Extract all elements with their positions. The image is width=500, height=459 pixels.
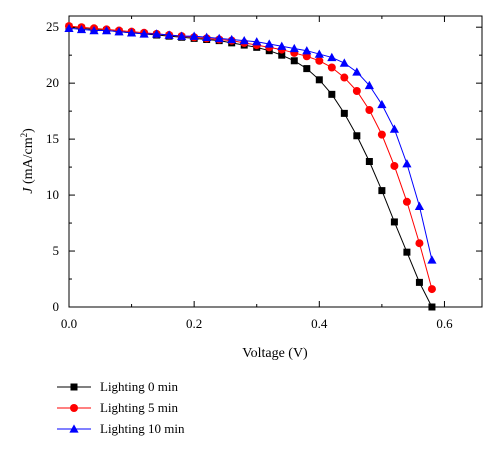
data-point [214, 33, 224, 43]
data-point [126, 28, 137, 37]
axis-ticks [68, 16, 482, 308]
data-point [239, 36, 249, 45]
series-0 [65, 23, 436, 311]
y-axis-title: J (mA/cm2) [19, 128, 36, 194]
legend-label: Lighting 5 min [100, 400, 179, 415]
data-point [89, 25, 99, 35]
data-point [303, 65, 311, 73]
axis-tick-labels: 0.0 0.2 0.4 0.6 0 5 10 15 20 25 [46, 19, 453, 331]
legend-marker [69, 424, 79, 433]
data-point [189, 31, 199, 40]
data-point [352, 67, 362, 76]
data-point [402, 197, 411, 206]
data-point [177, 31, 187, 40]
legend: Lighting 0 min Lighting 5 min Lighting 10 … [57, 379, 185, 436]
data-point [314, 49, 324, 58]
y-tick-label: 10 [46, 187, 59, 202]
data-point [389, 124, 399, 133]
data-point [139, 29, 149, 38]
data-point [76, 24, 87, 34]
x-axis-title: Voltage (V) [242, 346, 308, 361]
legend-label: Lighting 10 min [100, 421, 185, 436]
data-point [327, 52, 337, 62]
series-layer [64, 22, 437, 311]
series-line [68, 26, 433, 308]
data-point [327, 63, 336, 72]
y-tick-label: 15 [46, 131, 59, 146]
x-tick-label: 0.2 [186, 316, 202, 331]
data-point [290, 57, 298, 65]
data-point [227, 34, 237, 44]
legend-item-0: Lighting 0 min [57, 379, 179, 394]
data-point [289, 43, 299, 53]
data-point [415, 278, 423, 286]
data-point [328, 90, 336, 98]
data-point [390, 161, 399, 170]
legend-marker [70, 404, 78, 412]
data-point [164, 30, 174, 39]
x-tick-label: 0.4 [311, 316, 328, 331]
data-point [365, 158, 373, 165]
data-point [428, 303, 436, 311]
plot-frame [68, 15, 483, 308]
data-point [377, 99, 387, 109]
data-point [264, 39, 274, 48]
data-point [202, 32, 212, 41]
y-tick-label: 0 [53, 299, 60, 314]
data-point [339, 58, 349, 67]
x-tick-label: 0.6 [436, 316, 453, 331]
series-line [68, 25, 433, 290]
y-tick-label: 25 [46, 19, 59, 34]
data-point [415, 239, 424, 248]
data-point [402, 159, 412, 168]
data-point [364, 80, 374, 90]
data-point [340, 109, 348, 117]
data-point [302, 46, 312, 55]
legend-item-1: Lighting 5 min [57, 400, 179, 415]
data-point [353, 132, 361, 140]
data-point [315, 76, 323, 84]
data-point [427, 285, 436, 294]
data-point [365, 106, 374, 115]
data-point [277, 41, 287, 50]
data-point [252, 37, 262, 46]
data-point [152, 29, 162, 38]
series-1 [65, 22, 436, 294]
data-point [427, 255, 437, 264]
data-point [414, 201, 425, 210]
x-tick-label: 0.0 [61, 316, 77, 331]
data-point [378, 187, 386, 195]
series-2 [64, 23, 437, 264]
data-point [315, 56, 324, 65]
legend-item-2: Lighting 10 min [57, 421, 185, 436]
data-point [352, 86, 361, 95]
data-point [101, 25, 112, 35]
data-point [114, 27, 124, 36]
series-line [68, 27, 433, 261]
y-tick-label: 20 [46, 75, 59, 90]
data-point [278, 51, 286, 59]
data-point [340, 73, 349, 82]
data-point [377, 130, 386, 139]
data-point [390, 218, 398, 226]
y-tick-label: 5 [53, 243, 60, 258]
data-point [403, 248, 411, 256]
legend-label: Lighting 0 min [100, 379, 179, 394]
legend-marker [70, 383, 78, 391]
data-point [64, 23, 74, 32]
